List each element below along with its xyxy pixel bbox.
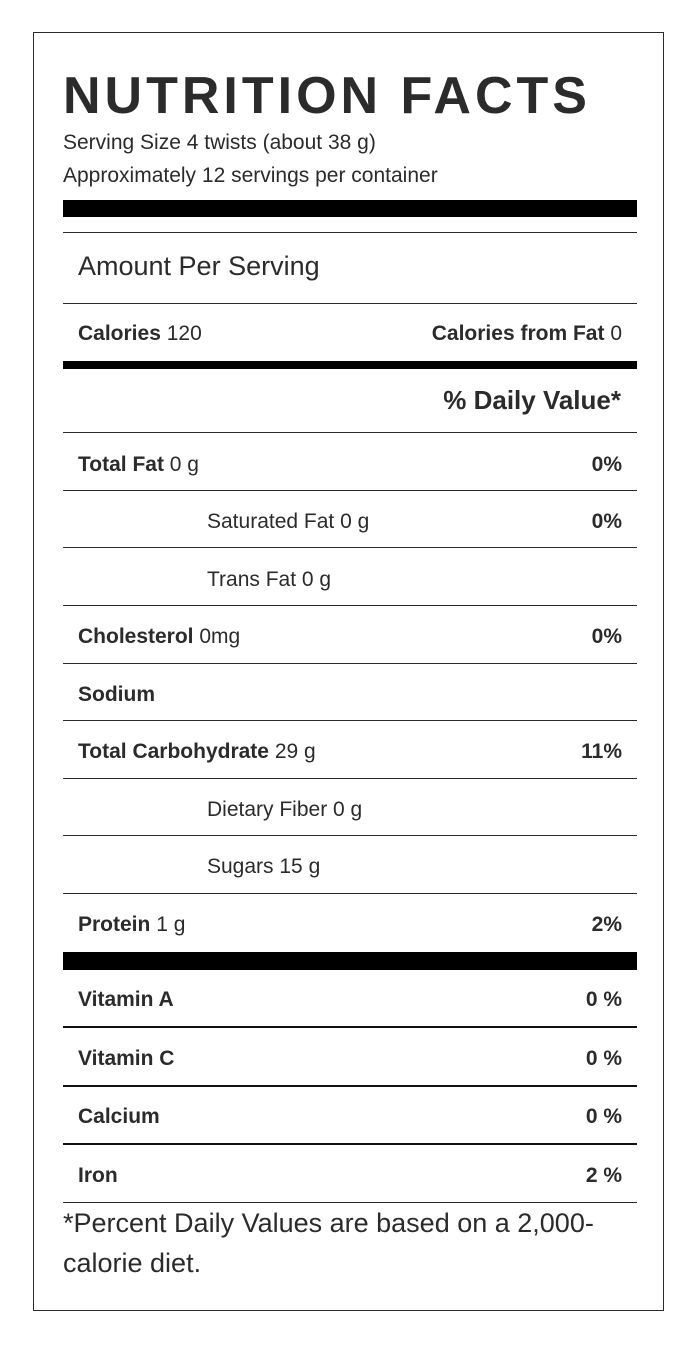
divider: [63, 547, 637, 548]
serving-size: Serving Size 4 twists (about 38 g): [63, 131, 376, 154]
servings-per-container: Approximately 12 servings per container: [63, 164, 438, 187]
vitamin-row-iron: Iron 2 %: [78, 1164, 622, 1187]
daily-value: 0 %: [585, 1047, 622, 1070]
divider: [63, 835, 637, 836]
nutrient-row-sugars: Sugars 15 g: [207, 855, 321, 878]
daily-value: 0%: [591, 510, 622, 533]
divider: [63, 1085, 637, 1087]
footnote: *Percent Daily Values are based on a 2,0…: [63, 1208, 594, 1278]
calories-from-fat: Calories from Fat 0: [431, 322, 622, 345]
daily-value: 0 %: [585, 1105, 622, 1128]
nutrient-row-trans-fat: Trans Fat 0 g: [207, 568, 332, 591]
divider: [63, 1143, 637, 1145]
divider: [63, 1026, 637, 1028]
label-title: NUTRITION FACTS: [63, 67, 591, 125]
nutrient-row-dietary-fiber: Dietary Fiber 0 g: [207, 798, 363, 821]
calories-row: Calories 120 Calories from Fat 0: [78, 306, 622, 362]
thick-divider: [63, 200, 637, 217]
medium-divider: [63, 361, 637, 369]
vitamin-row-a: Vitamin A 0 %: [78, 988, 622, 1011]
vitamin-row-c: Vitamin C 0 %: [78, 1047, 622, 1070]
daily-value: 0%: [591, 625, 622, 648]
divider: [63, 893, 637, 894]
daily-value: 0 %: [585, 988, 622, 1011]
divider: [63, 663, 637, 664]
calories-label: Calories 120: [78, 322, 202, 345]
daily-value: 0%: [591, 453, 622, 476]
daily-value: 2%: [591, 913, 622, 936]
nutrient-row-total-fat: Total Fat 0 g 0%: [78, 453, 622, 476]
divider: [63, 720, 637, 721]
amount-per-serving: Amount Per Serving: [78, 251, 320, 281]
nutrient-row-sodium: Sodium: [78, 683, 155, 706]
daily-value: 2 %: [585, 1164, 622, 1187]
thick-divider: [63, 952, 637, 970]
nutrient-row-cholesterol: Cholesterol 0mg 0%: [78, 625, 622, 648]
divider: [63, 605, 637, 606]
divider: [63, 432, 637, 433]
nutrient-row-total-carbohydrate: Total Carbohydrate 29 g 11%: [78, 740, 622, 763]
daily-value: 11%: [581, 740, 622, 763]
divider: [63, 490, 637, 491]
vitamin-row-calcium: Calcium 0 %: [78, 1105, 622, 1128]
daily-value-header: % Daily Value*: [443, 385, 621, 415]
divider: [63, 778, 637, 779]
divider: [63, 303, 637, 304]
nutrient-row-protein: Protein 1 g 2%: [78, 913, 622, 936]
nutrition-facts-panel: NUTRITION FACTS Serving Size 4 twists (a…: [33, 32, 664, 1311]
nutrient-row-saturated-fat: Saturated Fat 0 g 0%: [207, 510, 622, 533]
divider: [63, 232, 637, 233]
divider: [63, 1202, 637, 1203]
